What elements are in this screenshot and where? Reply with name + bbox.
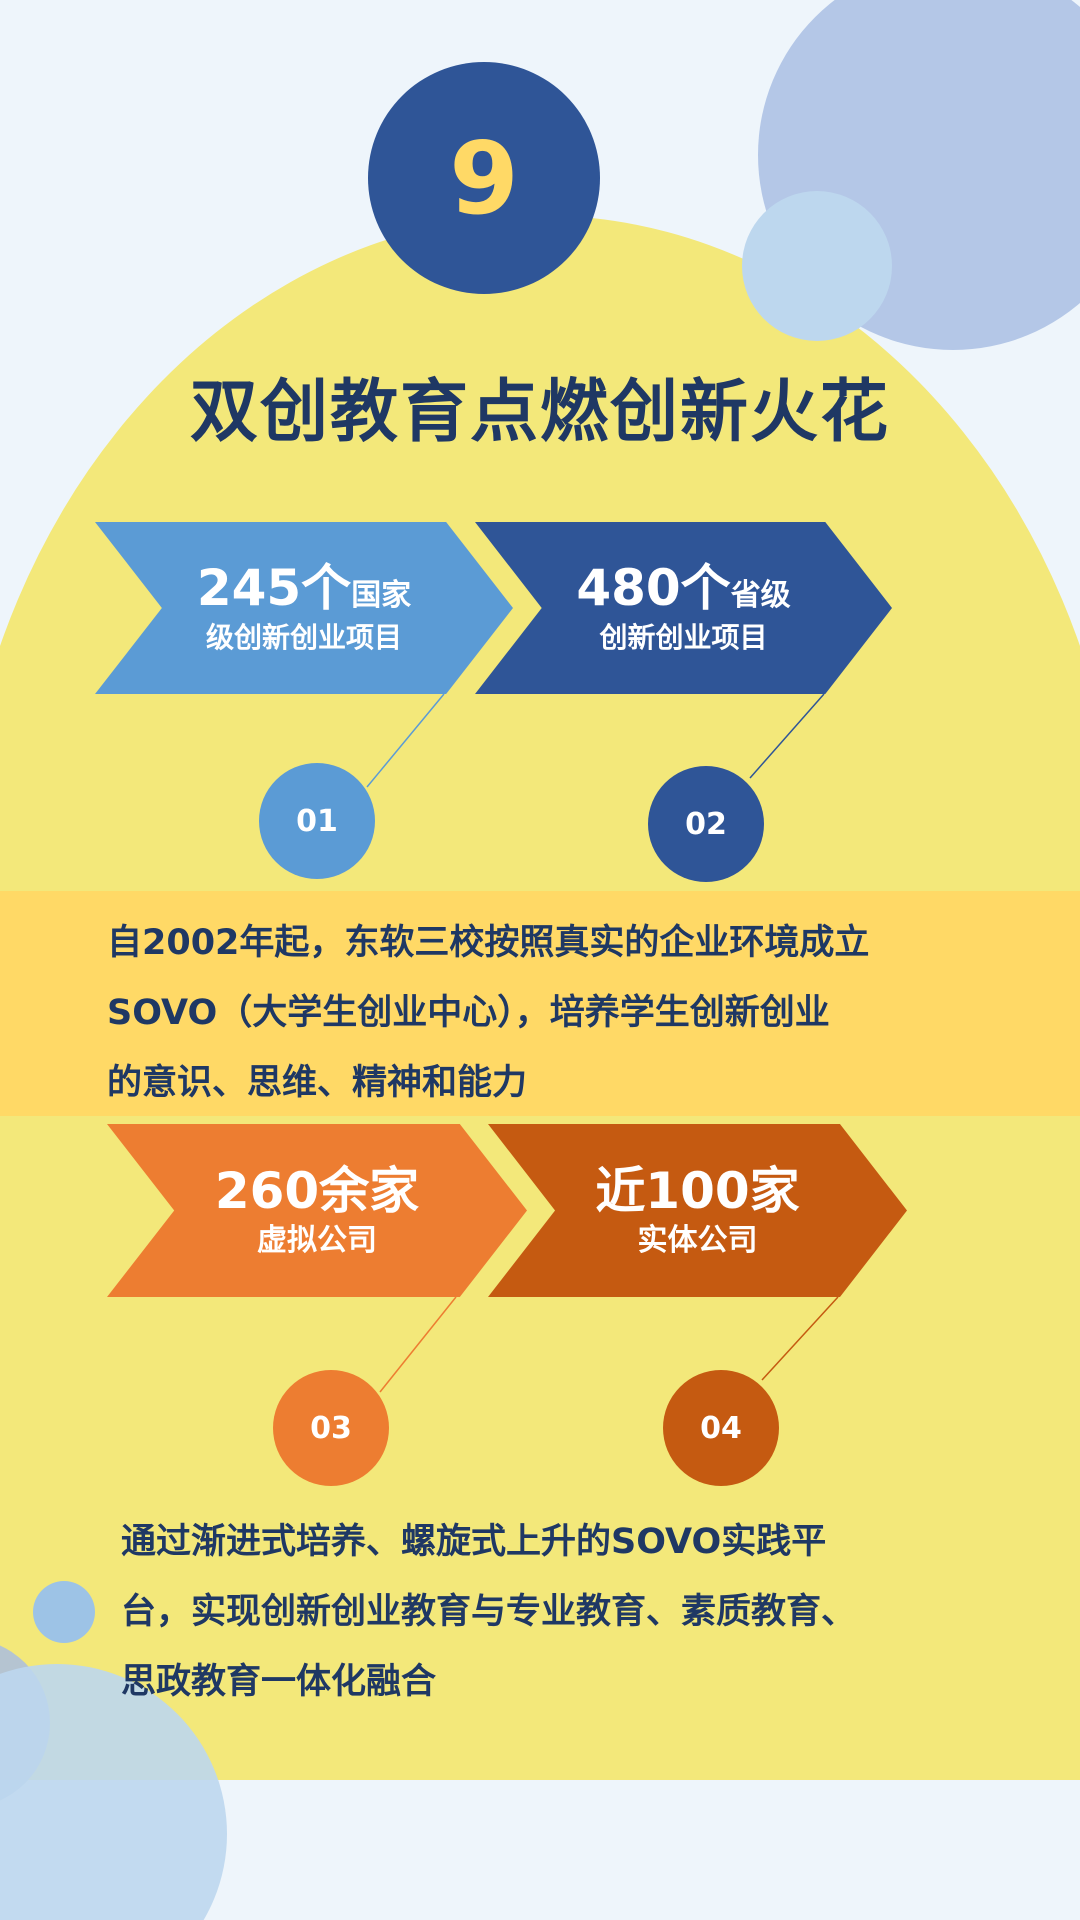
stat-chevron-real-companies: 近100家 实体公司 [488,1124,907,1297]
stat-number: 480个 [576,559,731,617]
section-number: 9 [449,119,519,237]
index-circle-02: 02 [648,766,764,882]
highlight-band: 自2002年起，东软三校按照真实的企业环境成立 SOVO（大学生创业中心），培养… [0,891,1080,1116]
index-circle-04: 04 [663,1370,779,1486]
decor-circle-light [742,191,892,341]
stat-unit: 国家 [351,578,412,613]
stat-chevron-virtual-companies: 260余家 虚拟公司 [107,1124,527,1297]
stat-number: 245个 [196,559,352,617]
stat-label: 实体公司 [637,1222,758,1258]
stat-label: 虚拟公司 [257,1222,377,1258]
index-label: 02 [685,806,727,842]
stat-unit: 省级 [730,578,791,613]
index-circle-01: 01 [259,763,375,879]
decor-circle-small [33,1581,95,1643]
bottom-text-line: 台，实现创新创业教育与专业教育、素质教育、 [121,1592,857,1632]
stat-label: 创新创业项目 [599,621,768,654]
index-circle-03: 03 [273,1370,389,1486]
stat-number: 近100家 [595,1161,800,1220]
connector-line-02 [749,693,825,779]
index-label: 04 [700,1410,742,1446]
page-title: 双创教育点燃创新火花 [189,373,890,452]
bottom-text-line: 通过渐进式培养、螺旋式上升的SOVO实践平 [121,1522,827,1562]
band-text-line: 自2002年起，东软三校按照真实的企业环境成立 [107,923,870,963]
stat-chevron-provincial-projects: 480个省级 创新创业项目 [475,522,892,694]
stat-label: 级创新创业项目 [205,621,402,654]
band-text-line: SOVO（大学生创业中心），培养学生创新创业 [107,993,830,1033]
bottom-description: 通过渐进式培养、螺旋式上升的SOVO实践平 台，实现创新创业教育与专业教育、素质… [121,1507,856,1717]
stat-number: 260余家 [214,1161,420,1220]
section-number-badge: 9 [368,62,600,294]
index-label: 01 [296,803,338,839]
stat-chevron-national-projects: 245个国家 级创新创业项目 [95,522,513,694]
index-label: 03 [310,1410,352,1446]
connector-line-04 [761,1296,839,1381]
bottom-text-line: 思政教育一体化融合 [121,1662,437,1702]
band-text-line: 的意识、思维、精神和能力 [107,1063,528,1103]
connector-line-01 [366,693,445,788]
decor-circle-bottom [0,1664,227,1920]
connector-line-03 [379,1296,457,1393]
